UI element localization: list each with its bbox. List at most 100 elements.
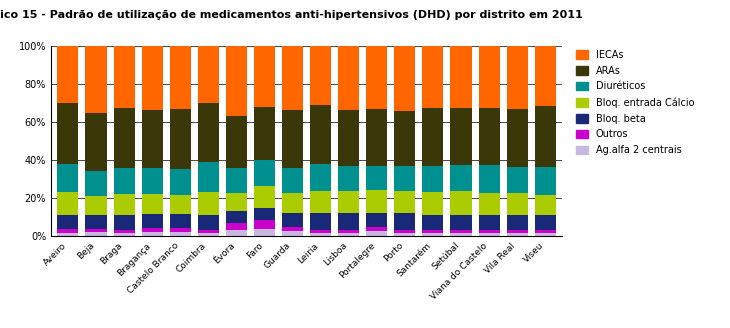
Bar (450, 46, 472, 108)
Bar (142, 214, 163, 228)
Bar (142, 46, 163, 110)
Bar (114, 230, 134, 233)
Bar (423, 108, 443, 166)
Bar (282, 193, 303, 213)
Bar (310, 105, 331, 164)
Bar (142, 228, 163, 232)
Bar (114, 168, 134, 194)
Bar (58, 192, 79, 215)
Bar (169, 169, 191, 195)
Legend: IECAs, ARAs, Diuréticos, Bloq. entrada Cálcio, Bloq. beta, Outros, Ag.alfa 2 cen: IECAs, ARAs, Diuréticos, Bloq. entrada C… (572, 46, 698, 159)
Bar (479, 108, 499, 165)
Bar (142, 194, 163, 214)
Bar (394, 46, 415, 111)
Bar (114, 233, 134, 236)
Bar (282, 227, 303, 232)
Bar (58, 103, 79, 163)
Bar (338, 46, 359, 110)
Bar (338, 110, 359, 166)
Bar (394, 166, 415, 191)
Bar (394, 233, 415, 236)
Bar (254, 220, 275, 229)
Bar (450, 215, 472, 230)
Bar (534, 215, 556, 230)
Bar (394, 213, 415, 230)
Bar (282, 213, 303, 227)
Bar (479, 193, 499, 215)
Bar (366, 109, 388, 166)
Bar (534, 233, 556, 236)
Bar (58, 233, 79, 236)
Bar (226, 212, 247, 223)
Bar (450, 233, 472, 236)
Bar (479, 46, 499, 108)
Bar (226, 223, 247, 231)
Bar (198, 193, 219, 215)
Bar (226, 193, 247, 212)
Bar (198, 230, 219, 233)
Bar (450, 165, 472, 192)
Bar (198, 46, 219, 103)
Bar (282, 46, 303, 110)
Bar (507, 233, 528, 236)
Bar (423, 193, 443, 215)
Bar (169, 228, 191, 232)
Bar (254, 186, 275, 208)
Bar (338, 191, 359, 213)
Bar (198, 233, 219, 236)
Bar (394, 230, 415, 233)
Bar (282, 168, 303, 193)
Bar (58, 46, 79, 103)
Bar (534, 167, 556, 195)
Bar (226, 168, 247, 193)
Bar (58, 163, 79, 192)
Bar (198, 215, 219, 230)
Bar (142, 232, 163, 236)
Bar (85, 113, 107, 172)
Bar (310, 46, 331, 105)
Bar (507, 230, 528, 233)
Bar (226, 231, 247, 236)
Bar (423, 215, 443, 230)
Bar (226, 46, 247, 116)
Bar (310, 213, 331, 230)
Bar (282, 232, 303, 236)
Bar (479, 230, 499, 233)
Bar (114, 194, 134, 215)
Bar (450, 108, 472, 165)
Bar (423, 166, 443, 193)
Bar (169, 109, 191, 169)
Bar (366, 213, 388, 227)
Bar (198, 103, 219, 162)
Bar (85, 46, 107, 113)
Bar (534, 230, 556, 233)
Bar (338, 230, 359, 233)
Bar (169, 214, 191, 228)
Bar (85, 232, 107, 236)
Bar (254, 229, 275, 236)
Bar (507, 109, 528, 167)
Text: Gráfico 15 - Padrão de utilização de medicamentos anti-hipertensivos (DHD) por d: Gráfico 15 - Padrão de utilização de med… (0, 10, 583, 20)
Bar (282, 110, 303, 168)
Bar (423, 230, 443, 233)
Bar (507, 193, 528, 215)
Bar (450, 192, 472, 215)
Bar (394, 191, 415, 213)
Bar (507, 167, 528, 193)
Bar (366, 190, 388, 213)
Bar (394, 111, 415, 166)
Bar (534, 195, 556, 215)
Bar (366, 227, 388, 232)
Bar (58, 215, 79, 229)
Bar (423, 233, 443, 236)
Bar (198, 162, 219, 193)
Bar (479, 165, 499, 193)
Bar (254, 46, 275, 107)
Bar (310, 191, 331, 213)
Bar (366, 232, 388, 236)
Bar (366, 166, 388, 190)
Bar (114, 108, 134, 168)
Bar (85, 196, 107, 215)
Bar (338, 166, 359, 191)
Bar (310, 230, 331, 233)
